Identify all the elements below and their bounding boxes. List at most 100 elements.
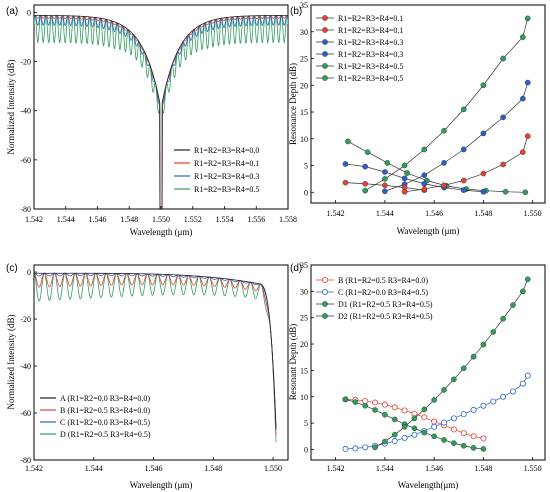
- series-green-line: [365, 18, 529, 191]
- data-point-red: [401, 407, 408, 414]
- y-tick-label: -40: [20, 362, 31, 371]
- data-point-green: [384, 160, 391, 166]
- y-tick-label: 35: [300, 261, 308, 270]
- panel-b-ylabel: Resonance Depth (dB): [288, 63, 298, 145]
- x-tick-label: 1.546: [425, 209, 443, 218]
- legend-marker-blue: [322, 39, 328, 45]
- y-tick-label: 5: [304, 162, 308, 171]
- y-tick-label: 25: [300, 314, 308, 323]
- legend-entry: R1=R2=R3=R4=0.3: [338, 38, 403, 47]
- data-point-blue: [519, 380, 526, 387]
- y-tick-label: 15: [300, 108, 308, 117]
- y-tick-label: 0: [27, 268, 31, 277]
- data-point-green: [382, 176, 388, 182]
- data-point-blue: [509, 388, 516, 395]
- x-tick-label: 1.548: [474, 209, 492, 218]
- x-tick-label: 1.542: [327, 209, 345, 218]
- data-point-red: [342, 179, 349, 186]
- data-point-green: [460, 442, 467, 449]
- legend-entry: R1=R2=R3=R4=0.5: [338, 62, 403, 71]
- legend-entry: B (R1=R2=0.5 R3=R4=0.0): [338, 276, 428, 285]
- data-point-blue: [421, 172, 428, 178]
- panel-a-legend: R1=R2=R3=R4=0.0 R1=R2=R3=R4=0.1 R1=R2=R3=R…: [174, 146, 259, 194]
- y-tick-label: 35: [300, 1, 308, 10]
- data-point-blue: [524, 79, 531, 86]
- data-point-blue: [524, 372, 531, 379]
- data-point-green: [500, 315, 506, 322]
- data-point-red: [421, 414, 428, 421]
- panel-b-xlabel: Wavelength (μm): [397, 226, 460, 236]
- data-point-blue: [460, 411, 467, 418]
- x-tick-label: 1.546: [89, 215, 107, 224]
- data-point-green: [391, 431, 398, 438]
- data-point-red: [520, 149, 526, 155]
- legend-entry: R1=R2=R3=R4=0.0: [194, 146, 259, 155]
- legend-marker-green: [322, 313, 328, 319]
- y-tick-label: -80: [20, 205, 31, 214]
- data-point-green: [404, 170, 410, 176]
- data-point-green: [411, 425, 418, 432]
- data-point-red: [391, 404, 398, 411]
- data-point-blue: [450, 415, 457, 422]
- y-tick-label: 0: [304, 445, 308, 454]
- series-blue-line: [34, 14, 288, 209]
- data-point-green: [382, 411, 388, 418]
- data-point-green: [522, 189, 529, 196]
- legend-marker-blue: [321, 288, 328, 295]
- data-point-blue: [342, 445, 349, 452]
- data-point-red: [372, 399, 379, 406]
- legend-marker-red: [321, 276, 328, 283]
- x-tick-label: 1.556: [247, 215, 265, 224]
- data-point-red: [362, 397, 369, 404]
- x-tick-label: 1.554: [216, 215, 234, 224]
- panel-d-frame: [310, 264, 546, 461]
- y-tick-label: 15: [300, 366, 308, 375]
- data-point-green: [345, 138, 351, 145]
- y-tick-label: -60: [20, 409, 31, 418]
- data-point-green: [480, 446, 487, 452]
- panel-c-ylabel: Normalized Intensity (dB): [6, 315, 16, 410]
- data-point-blue: [421, 180, 428, 187]
- data-point-green: [441, 387, 447, 393]
- data-point-green: [520, 34, 526, 40]
- data-point-blue: [441, 419, 448, 426]
- data-point-green: [362, 402, 368, 409]
- data-point-blue: [401, 434, 408, 441]
- legend-entry: R1=R2=R3=R4=0.1: [194, 159, 259, 168]
- x-tick-label: 1.542: [25, 215, 43, 224]
- y-tick-label: 0: [27, 8, 31, 17]
- series-black-line: [34, 14, 288, 209]
- legend-entry: D (R1=R2=0.5 R3=R4=0.5): [60, 430, 151, 439]
- panel-d-ticks: 1.542 1.544 1.546 1.548 1.550 0 5 10 15 20 25 30 35: [300, 261, 542, 473]
- panel-c: (c) 1.542 1.544 1.546 1.548 1.550 0 -20 -40 -60 -…: [6, 263, 289, 490]
- data-point-blue: [480, 188, 487, 195]
- legend-entry: D1 (R1=R2=0.5 R3=R4=0.5): [338, 300, 433, 309]
- data-point-blue: [480, 130, 487, 137]
- y-tick-label: -60: [20, 156, 31, 165]
- data-point-blue: [382, 169, 388, 175]
- data-point-blue: [391, 438, 398, 445]
- data-point-green: [524, 15, 531, 22]
- legend-entry: C (R1=R2=0.0 R3=R4=0.5): [338, 288, 428, 297]
- data-point-blue: [401, 175, 408, 182]
- x-tick-label: 1.544: [376, 464, 394, 473]
- legend-marker-red: [322, 27, 328, 33]
- legend-entry: A (R1=R2=0.0 R3=R4=0.0): [60, 394, 150, 403]
- x-tick-label: 1.544: [57, 215, 75, 224]
- data-point-blue: [480, 402, 487, 409]
- x-tick-label: 1.544: [85, 464, 103, 473]
- data-point-red: [421, 186, 428, 192]
- legend-entry: C (R1=R2=0.0 R3=R4=0.5): [60, 418, 150, 427]
- data-point-green: [421, 406, 428, 413]
- data-point-green: [460, 106, 467, 113]
- panel-c-frame: [33, 264, 289, 461]
- panel-b-label: (b): [290, 6, 302, 17]
- data-point-green: [460, 365, 467, 372]
- data-point-green: [490, 329, 497, 335]
- data-point-green: [441, 127, 447, 134]
- series-green-line: [347, 141, 526, 193]
- x-tick-label: 1.548: [120, 215, 138, 224]
- data-point-blue: [470, 406, 477, 413]
- panel-d-series: [342, 276, 531, 452]
- y-tick-label: 25: [300, 55, 308, 64]
